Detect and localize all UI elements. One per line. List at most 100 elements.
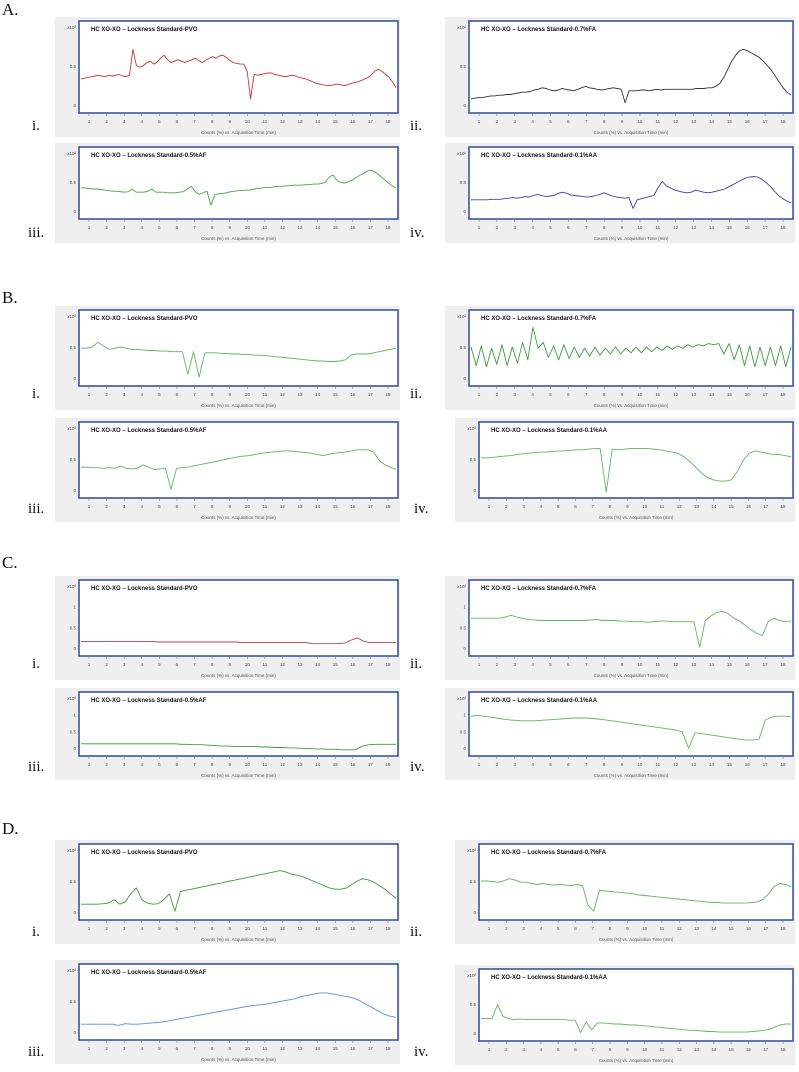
panel-b-ii-xtick-label: 8 [603,392,606,397]
panel-b-ii-xtick-label: 11 [655,392,660,397]
panel-d-ii-xlabel: Counts (%) vs. Acquisition Time (min) [599,937,674,942]
panel-c-i-xtick-label: 2 [105,662,108,667]
panel-c-i-xtick-label: 7 [193,662,196,667]
panel-a-i-numeral: i. [32,118,40,134]
panel-a-i-xtick-label: 4 [141,119,144,124]
panel-d-ii-xtick-label: 14 [711,926,717,931]
panel-a-iii: HC XO-XO – Lockness Standard-0.5%AF x10² 0… [55,143,400,243]
panel-c-ii-xtick-label: 14 [709,662,715,667]
panel-b-i-xtick-label: 3 [123,392,126,397]
panel-b-iii-xtick-label: 1 [88,504,91,509]
panel-a-iii-xtick-label: 17 [368,225,374,230]
panel-d-iv-xtick-label: 9 [626,1047,629,1052]
panel-d-ii-series-line [481,878,792,912]
panel-b-i-xtick-label: 9 [228,392,231,397]
panel-c-iv-ytick-label: 0.5 [460,729,467,734]
panel-b-iii-ytick-label: 0 [73,488,76,493]
panel-c-i-xtick-label: 3 [123,662,126,667]
panel-d-i-series-line [81,870,397,912]
panel-a-ii-ytick-label: 0 [463,103,466,108]
panel-a-iv-xtick-label: 18 [780,225,786,230]
panel-b-iv-ytick-label: 0 [473,488,476,493]
panel-b-ii-plot-area [468,309,794,387]
panel-d-i-xtick-label: 8 [211,926,214,931]
panel-a-iii-xlabel: Counts (%) vs. Acquisition Time (min) [201,236,276,241]
panel-c-ii-ytick-label: 1 [463,605,466,610]
panel-b-i-xtick-label: 12 [280,392,286,397]
panel-c-i: HC XO-XO – Lockness Standard-PVO x10³ 1 0.5… [55,576,400,680]
panel-d-ii-xtick-label: 11 [660,926,665,931]
panel-c-i-numeral: i. [32,656,40,672]
panel-b-i-plot-area [78,309,399,387]
panel-c-i-svg: HC XO-XO – Lockness Standard-PVO x10³ 1 0.5… [67,579,399,678]
panel-a-i-ytick-label: 0 [73,103,76,108]
panel-b-iv-xtick-label: 13 [694,504,700,509]
panel-d-i-xtick-label: 15 [333,926,339,931]
panel-a-i-xtick-label: 16 [350,119,356,124]
panel-a-iv-ytick-label: 0 [463,209,466,214]
panel-b-iii: HC XO-XO – Lockness Standard-0.5%AF x10² 0… [55,418,400,522]
panel-b-iii-xtick-label: 5 [158,504,161,509]
panel-c-iv-xtick-label: 13 [691,762,697,767]
panel-a-iii-xtick-label: 6 [176,225,179,230]
panel-d-iv: HC XO-XO – Lockness Standard-0.1%AA x10² 0… [455,965,795,1065]
panel-d-iv-xtick-label: 3 [522,1047,525,1052]
panel-c-iii-xtick-label: 4 [141,762,144,767]
panel-c-iii-xtick-label: 18 [385,762,391,767]
panel-d-iii-xtick-label: 16 [350,1046,356,1051]
panel-c-ii-xtick-label: 11 [655,662,660,667]
panel-c-iii-xtick-label: 5 [158,762,161,767]
panel-c-iii-ytick-label: 0.5 [70,729,77,734]
panel-c-ii-xtick-label: 17 [763,662,769,667]
panel-d-iv-xtick-label: 1 [488,1047,491,1052]
panel-c-i-title: HC XO-XO – Lockness Standard-PVO [91,586,198,592]
panel-b-iv-xtick-label: 8 [609,504,612,509]
panel-a-iii-xtick-label: 14 [315,225,321,230]
panel-a-iii-xtick-label: 5 [158,225,161,230]
panel-c-ii-xtick-label: 10 [637,662,643,667]
panel-b-ii-numeral: ii. [410,386,423,402]
panel-d-iv-xtick-label: 4 [540,1047,543,1052]
section-label-a: A. [2,0,19,19]
panel-c-ii-series-line [471,610,792,648]
panel-b-ii-xtick-label: 5 [549,392,552,397]
panel-d-iii-xtick-label: 12 [280,1046,286,1051]
panel-d-ii-xtick-label: 16 [746,926,752,931]
panel-b-ii-xtick-label: 6 [567,392,570,397]
panel-b-i-xtick-label: 10 [245,392,251,397]
panel-a-ii-xtick-label: 12 [673,119,679,124]
panel-c-i-xtick-label: 17 [368,662,374,667]
panel-d-i-xtick-label: 12 [280,926,286,931]
panel-b-i-xlabel: Counts (%) vs. Acquisition Time (min) [201,403,276,408]
panel-c-ii-ytick-label: 0 [463,646,466,651]
panel-d-ii-ytick-label: 0.5 [470,879,477,884]
panel-d-ii-plot-area [478,843,794,921]
panel-b-iv-xtick-label: 17 [763,504,769,509]
panel-d-i-xtick-label: 3 [123,926,126,931]
panel-c-ii-ytick-label: x10³ [457,584,466,589]
panel-b-iv-xlabel: Counts (%) vs. Acquisition Time (min) [599,515,674,520]
panel-c-iii-xtick-label: 10 [245,762,251,767]
panel-c-i-xtick-label: 5 [158,662,161,667]
panel-a-iv-ytick-label: x10² [457,151,466,156]
panel-d-i-ytick-label: 0 [73,910,76,915]
panel-b-i-ytick-label: x10² [67,314,76,319]
panel-b-iii-xtick-label: 4 [141,504,144,509]
panel-d-ii-ytick-label: 0 [473,910,476,915]
panel-c-iv-xtick-label: 2 [496,762,499,767]
panel-a-ii-svg: HC XO-XO – Lockness Standard-0.7%FA x10² 0… [457,20,794,135]
panel-c-iv-xtick-label: 14 [709,762,715,767]
panel-c-iv-xtick-label: 10 [637,762,643,767]
panel-c-iv-xtick-label: 3 [514,762,517,767]
panel-a-i-xtick-label: 12 [280,119,286,124]
panel-a-iii-title: HC XO-XO – Lockness Standard-0.5%AF [91,153,207,159]
panel-c-iv: HC XO-XO – Lockness Standard-0.1%AA x10³ 1… [445,688,795,780]
panel-d-i-xtick-label: 16 [350,926,356,931]
panel-a-iv: HC XO-XO – Lockness Standard-0.1%AA x10² 0… [445,143,795,243]
panel-d-ii-svg: HC XO-XO – Lockness Standard-0.7%FA x10² 0… [467,843,794,942]
panel-b-ii-xlabel: Counts (%) vs. Acquisition Time (min) [594,403,669,408]
panel-d-iii-plot-area [78,963,399,1041]
panel-c-iii-title: HC XO-XO – Lockness Standard-0.5%AF [91,698,207,704]
panel-a-iii-series-line [81,170,397,206]
panel-d-iii-xtick-label: 17 [368,1046,374,1051]
